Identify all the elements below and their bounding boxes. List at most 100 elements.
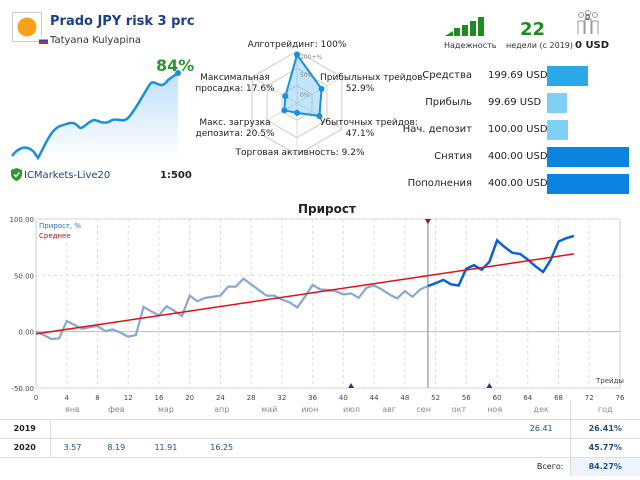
x-tick-label: 56 [462, 394, 471, 402]
month-value: 26.41 [512, 419, 570, 439]
radar-label: Убыточных трейдов: 47.1% [320, 118, 418, 139]
month-value [288, 419, 331, 439]
table-row: 2020 3.57 8.19 11.91 16.25 45.77% [0, 438, 640, 458]
month-value [249, 419, 289, 439]
growth-line-recent [427, 234, 575, 288]
growth-percent: 84% [156, 56, 195, 75]
month-value [441, 419, 477, 439]
month-value: 16.25 [193, 438, 250, 458]
radar-axis [251, 76, 298, 104]
month-value [476, 419, 513, 439]
finance-value: 400.00 USD [488, 178, 548, 189]
finance-value: 100.00 USD [488, 124, 548, 135]
x-tick-label: 0 [34, 394, 38, 402]
x-tick-label: 8 [95, 394, 99, 402]
row-year: 2020 [0, 438, 51, 458]
radar-point [318, 85, 325, 92]
y-tick-label: -50.00 [11, 385, 34, 393]
x-tick-label: 52 [431, 394, 440, 402]
x-tick-label: 40 [339, 394, 348, 402]
finance-value: 199.69 USD [488, 70, 548, 81]
table-row: 2019 26.41 26.41% [0, 419, 640, 439]
month-value [249, 438, 289, 458]
month-value [441, 438, 477, 458]
weeks-label: недели (с 2019) [506, 41, 574, 50]
month-value [330, 419, 373, 439]
radar-point [281, 107, 288, 114]
radar-point [294, 51, 300, 58]
growth-chart[interactable]: 0 4 8 12 16 20 24 28 32 36 40 44 48 52 56 60 64 68 72 76100… [0, 210, 640, 402]
month-header: фев [94, 400, 138, 420]
month-value [50, 419, 95, 439]
broker-server[interactable]: ICMarkets-Live20 [24, 170, 111, 181]
withdrawal-marker-icon [424, 219, 431, 224]
x-tick-label: 28 [247, 394, 256, 402]
reliability-label: Надежность [444, 41, 497, 50]
y-tick-label: 0.00 [18, 329, 34, 337]
finance-bar [547, 93, 568, 113]
x-tick-label: 44 [370, 394, 379, 402]
x-axis-label: Трейды [596, 377, 624, 385]
chart-title: Прирост [298, 202, 356, 216]
x-tick-label: 32 [277, 394, 286, 402]
signal-logo [12, 12, 42, 42]
x-tick-label: 12 [124, 394, 133, 402]
year-total: 26.41% [569, 419, 640, 439]
x-tick-label: 68 [554, 394, 563, 402]
corner-cell [0, 400, 50, 420]
radar-point [316, 112, 323, 119]
plot-area [35, 218, 621, 389]
author-name[interactable]: Tatyana Kulyapina [50, 35, 142, 46]
finance-label: Средства [422, 70, 472, 81]
mini-growth-endpoint [175, 70, 181, 76]
russia-flag-icon [39, 37, 48, 44]
month-value: 8.19 [94, 438, 138, 458]
signal-title[interactable]: Prado JPY risk 3 prc [50, 14, 195, 29]
month-header: ноя [476, 400, 513, 420]
month-header: мар [138, 400, 194, 420]
x-tick-label: 48 [400, 394, 409, 402]
mini-growth-line [11, 71, 179, 161]
month-value [405, 419, 442, 439]
finance-label: Снятия [434, 151, 472, 162]
finance-label: Пополнения [407, 178, 472, 189]
radar-point [294, 109, 300, 116]
month-header: дек [512, 400, 570, 420]
month-value: 11.91 [138, 438, 194, 458]
month-value [288, 438, 331, 458]
x-tick-label: 76 [616, 394, 625, 402]
subscribers-icon [577, 10, 599, 34]
row-year: 2019 [0, 419, 51, 439]
shield-check-icon [11, 168, 22, 181]
month-value [193, 419, 250, 439]
deposit-marker-icon [486, 383, 493, 388]
x-tick-label: 72 [585, 394, 594, 402]
y-tick-label: 100.00 [10, 216, 35, 224]
radar-label: Максимальная просадка: 17.6% [195, 73, 275, 94]
month-value: 3.57 [50, 438, 95, 458]
radar-axis [251, 102, 298, 130]
year-total: 45.77% [569, 438, 640, 458]
x-tick-label: 36 [308, 394, 317, 402]
x-tick-label: 20 [185, 394, 194, 402]
radar-tick: 50% [300, 72, 314, 79]
finance-label: Прибыль [425, 97, 472, 108]
month-value [476, 438, 513, 458]
month-header: май [249, 400, 289, 420]
month-header: сен [405, 400, 442, 420]
subscribers-funds: 0 USD [575, 40, 610, 51]
radar-tick: 100+% [300, 54, 322, 61]
month-value [372, 438, 406, 458]
month-header: апр [193, 400, 250, 420]
reliability-bars-icon [445, 17, 484, 36]
finance-bar [547, 120, 568, 140]
average-line [35, 253, 575, 335]
mini-growth-chart [11, 70, 181, 161]
deposit-marker-icon [348, 383, 355, 388]
month-header: окт [441, 400, 477, 420]
x-tick-label: 64 [523, 394, 532, 402]
month-value [405, 438, 442, 458]
finance-bar [547, 66, 588, 86]
legend-average: Среднее [39, 232, 71, 240]
radar-tick: 0% [300, 92, 310, 99]
